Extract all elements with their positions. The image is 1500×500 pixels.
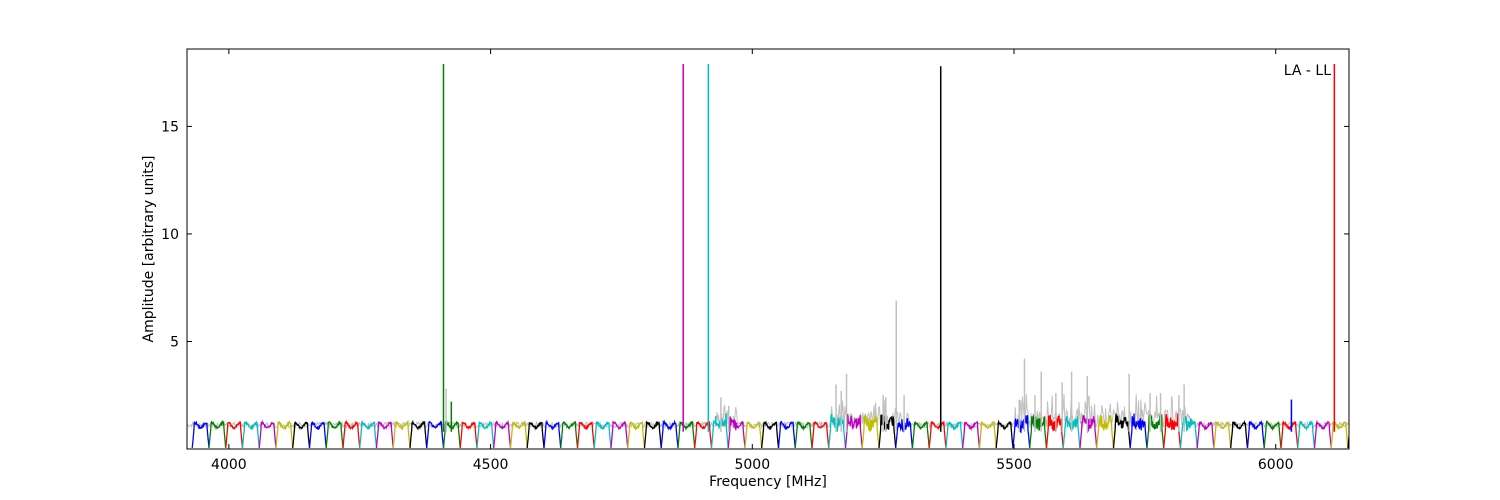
series-channel-59 [1179, 416, 1198, 448]
series-channel-41 [878, 414, 897, 448]
x-tick-label: 5000 [734, 457, 770, 473]
series-channel-0 [191, 420, 210, 448]
series-channel-46 [962, 421, 981, 448]
y-tick-label: 5 [170, 334, 179, 350]
series-channel-14 [426, 420, 445, 448]
series-channel-43 [911, 420, 930, 448]
x-tick-label: 6000 [1258, 457, 1294, 473]
series-channel-29 [677, 420, 696, 448]
series-channel-6 [292, 421, 311, 448]
y-axis-label: Amplitude [arbitrary units] [141, 156, 157, 343]
series-channel-21 [543, 419, 562, 448]
series-channel-62 [1230, 419, 1249, 448]
y-tick-label: 10 [161, 227, 179, 243]
series-channel-20 [526, 421, 545, 448]
series-channel-23 [576, 421, 595, 448]
x-tick-label: 5500 [996, 457, 1032, 473]
series-channel-35 [777, 420, 796, 448]
series-channel-45 [945, 420, 964, 448]
plot-area [187, 64, 1349, 448]
series-channel-25 [610, 420, 629, 448]
series-channel-28 [660, 419, 679, 448]
series-channel-65 [1280, 420, 1299, 448]
x-tick-label: 4500 [473, 457, 509, 473]
series-channel-2 [225, 420, 244, 448]
series-channel-39 [844, 413, 863, 448]
annotation-label: LA - LL [1284, 63, 1331, 79]
series-channel-54 [1096, 414, 1115, 448]
series-channel-50 [1029, 415, 1048, 448]
series-channel-31 [710, 413, 729, 448]
series-channel-12 [392, 419, 411, 448]
series-channel-24 [593, 420, 612, 448]
series-channel-51 [1045, 414, 1064, 448]
series-channel-9 [342, 419, 361, 448]
series-channel-64 [1263, 420, 1282, 448]
y-tick-label: 15 [161, 119, 179, 135]
series-channel-7 [308, 421, 327, 448]
series-channel-4 [258, 419, 277, 448]
series-channel-5 [275, 420, 294, 448]
series-channel-19 [509, 420, 528, 448]
series-channel-1 [208, 419, 227, 448]
series-channel-58 [1163, 413, 1182, 448]
series-channel-22 [560, 420, 579, 448]
series-channel-16 [459, 421, 478, 448]
series-channel-66 [1297, 420, 1316, 448]
series-channel-10 [359, 420, 378, 448]
series-channel-36 [794, 421, 813, 448]
series-channel-37 [811, 420, 830, 448]
series-channel-60 [1196, 420, 1215, 448]
series-background [187, 393, 1349, 430]
series-channel-38 [828, 413, 847, 448]
series-channel-27 [643, 420, 662, 448]
series-channel-56 [1129, 413, 1148, 448]
x-axis-label: Frequency [MHz] [709, 474, 827, 490]
series-channel-61 [1213, 420, 1232, 448]
axis-ticks: 4000 4500 5000 5500 6000 5 10 15 [161, 49, 1349, 473]
series-channel-48 [995, 419, 1014, 448]
series-channel-44 [928, 420, 947, 448]
series-channel-3 [241, 420, 260, 448]
series-channel-53 [1079, 415, 1098, 448]
series-channel-18 [493, 419, 512, 448]
axes-frame [186, 48, 1350, 450]
x-tick-label: 4000 [211, 457, 247, 473]
series-channel-17 [476, 420, 495, 448]
series-channel-11 [375, 421, 394, 448]
series-channel-49 [1012, 415, 1031, 448]
series-channel-13 [409, 419, 428, 448]
series-channel-33 [744, 421, 763, 448]
series-channel-47 [978, 421, 997, 448]
series-channel-40 [861, 414, 880, 448]
series-channel-32 [727, 416, 746, 448]
series-channel-67 [1313, 419, 1332, 448]
series-channel-55 [1112, 413, 1131, 448]
series-channel-8 [325, 420, 344, 448]
series-channel-26 [627, 420, 646, 448]
series-channel-63 [1246, 420, 1265, 448]
series-channel-34 [761, 420, 780, 448]
